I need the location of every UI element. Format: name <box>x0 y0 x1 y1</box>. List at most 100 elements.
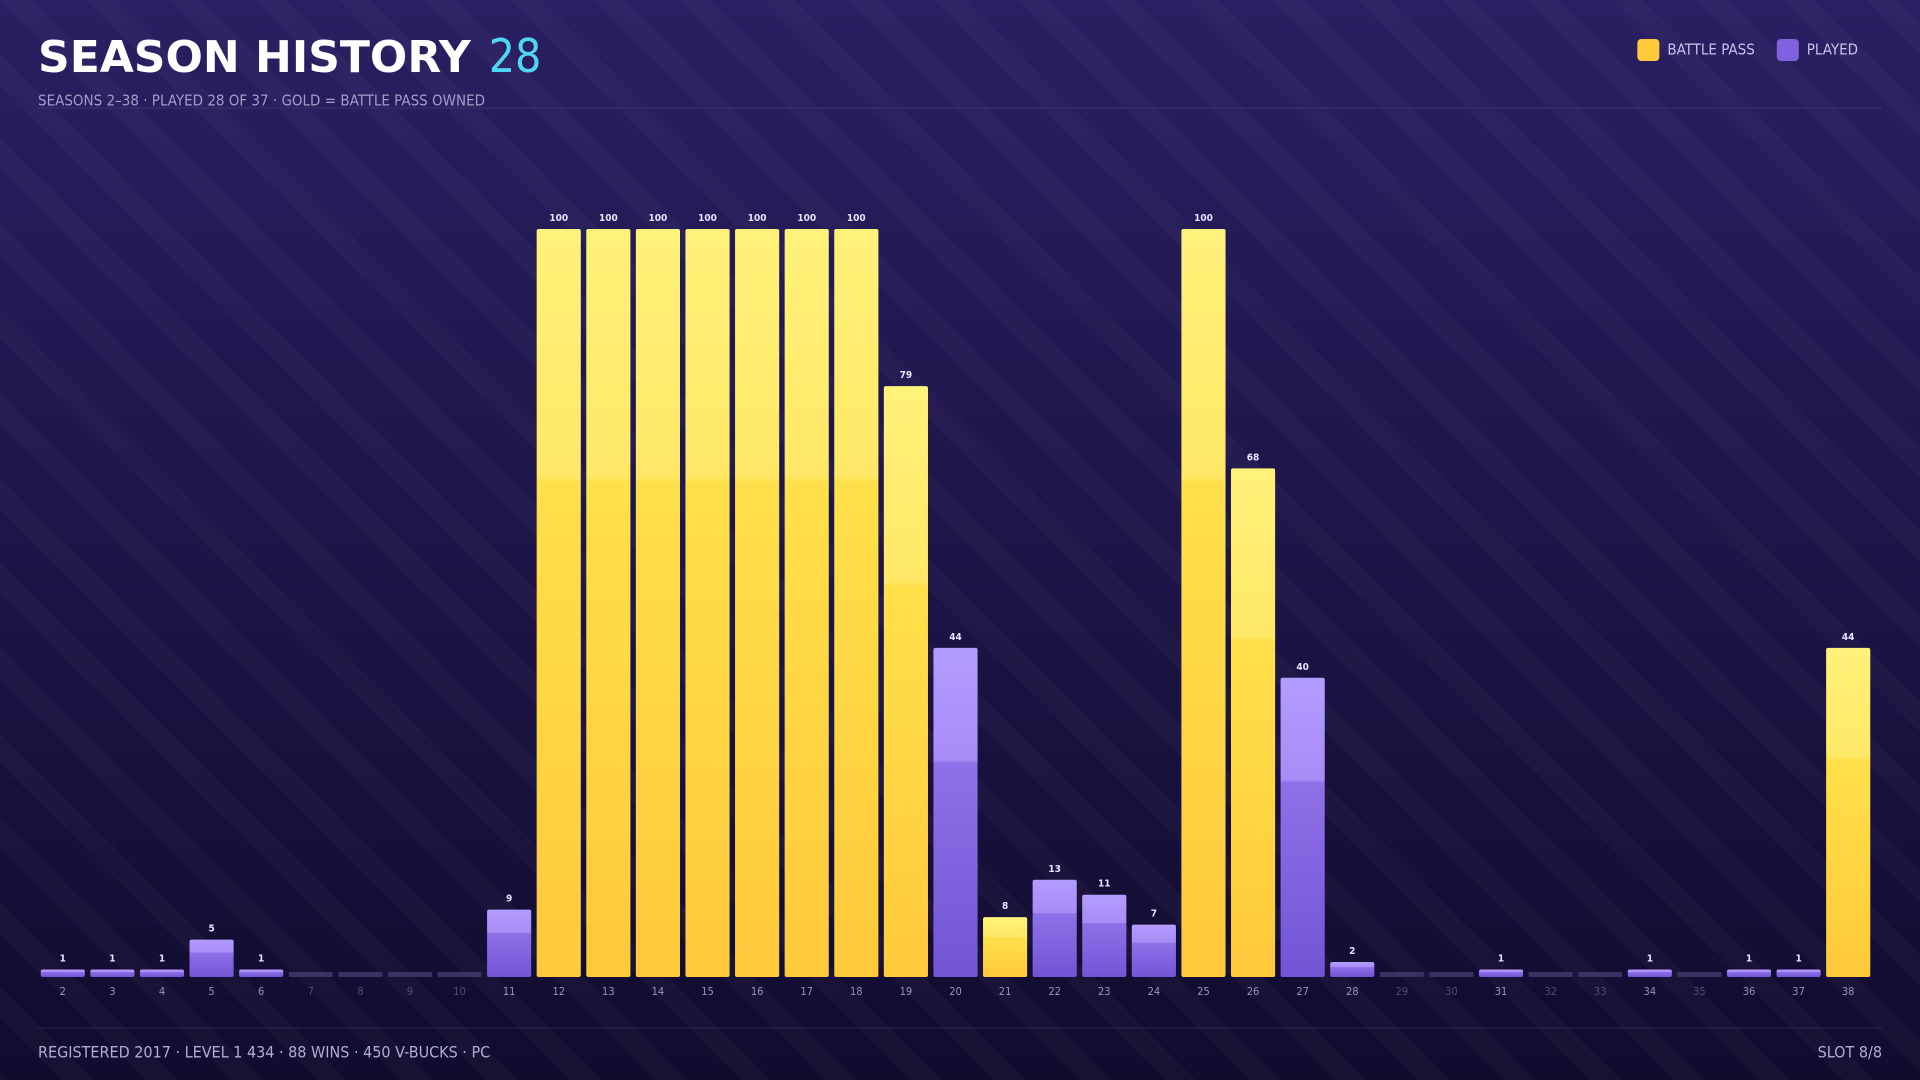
bar <box>784 229 829 977</box>
x-tick-label: 37 <box>1792 985 1805 998</box>
empty-season-stub <box>437 972 482 977</box>
value-label: 100 <box>847 213 866 224</box>
empty-season-stub <box>338 972 383 977</box>
x-tick-label: 34 <box>1644 985 1657 998</box>
x-tick-label: 31 <box>1495 985 1508 998</box>
value-label: 1 <box>60 954 66 965</box>
subtitle: SEASONS 2–38 · PLAYED 28 OF 37 · GOLD = … <box>38 92 485 110</box>
value-label: 44 <box>949 632 962 643</box>
x-tick-label: 14 <box>652 985 665 998</box>
value-label: 1 <box>1746 954 1752 965</box>
value-label: 13 <box>1048 864 1061 875</box>
empty-season-stub <box>288 972 333 977</box>
bar <box>1230 468 1276 977</box>
legend-label: BATTLE PASS <box>1667 41 1754 59</box>
value-label: 11 <box>1098 879 1111 890</box>
bar <box>1280 677 1325 977</box>
x-tick-label: 24 <box>1148 985 1161 998</box>
x-tick-label: 30 <box>1445 985 1458 998</box>
bar <box>983 917 1028 977</box>
x-tick-label: 13 <box>602 985 615 998</box>
x-tick-label: 9 <box>407 985 413 998</box>
value-label: 79 <box>900 370 913 381</box>
x-tick-label: 4 <box>159 985 165 998</box>
slot-indicator: SLOT 8/8 <box>1818 1043 1882 1062</box>
bar <box>139 969 185 977</box>
bar <box>635 229 681 977</box>
x-tick-label: 20 <box>949 985 962 998</box>
x-tick-label: 12 <box>552 985 565 998</box>
x-tick-label: 3 <box>109 985 115 998</box>
empty-season-stub <box>1578 972 1623 977</box>
x-tick-label: 29 <box>1396 985 1409 998</box>
x-tick-label: 7 <box>308 985 314 998</box>
bar <box>1826 647 1871 977</box>
bar <box>1181 229 1226 977</box>
bar <box>933 647 978 977</box>
bar <box>834 229 879 977</box>
value-label: 68 <box>1247 452 1260 463</box>
x-tick-label: 26 <box>1247 985 1260 998</box>
value-label: 9 <box>506 894 512 905</box>
value-label: 7 <box>1151 909 1157 920</box>
value-label: 100 <box>549 213 568 224</box>
bar <box>685 229 730 977</box>
x-tick-label: 10 <box>453 985 466 998</box>
x-tick-label: 25 <box>1197 985 1210 998</box>
x-tick-label: 32 <box>1544 985 1557 998</box>
x-tick-label: 6 <box>258 985 264 998</box>
x-tick-label: 21 <box>999 985 1012 998</box>
x-tick-label: 16 <box>751 985 764 998</box>
bar <box>883 386 928 978</box>
legend-swatch <box>1637 39 1660 61</box>
bar <box>735 229 780 977</box>
value-label: 8 <box>1002 901 1008 912</box>
value-label: 100 <box>649 213 668 224</box>
x-tick-label: 33 <box>1594 985 1607 998</box>
value-label: 40 <box>1296 662 1309 673</box>
bar <box>536 229 581 977</box>
legend-label: PLAYED <box>1807 41 1858 59</box>
bar <box>1082 894 1127 977</box>
x-tick-label: 38 <box>1842 985 1855 998</box>
empty-season-stub <box>387 972 433 977</box>
value-label: 100 <box>1194 213 1213 224</box>
bar <box>1478 969 1524 977</box>
bar <box>1726 969 1772 977</box>
footer-stats: REGISTERED 2017 · LEVEL 1 434 · 88 WINS … <box>38 1043 490 1062</box>
value-label: 100 <box>698 213 717 224</box>
value-label: 44 <box>1842 632 1855 643</box>
value-label: 5 <box>208 924 214 935</box>
title: SEASON HISTORY <box>38 32 472 83</box>
value-label: 1 <box>1647 954 1653 965</box>
x-tick-label: 2 <box>60 985 66 998</box>
value-label: 2 <box>1349 946 1355 957</box>
empty-season-stub <box>1677 972 1722 977</box>
x-tick-label: 27 <box>1296 985 1309 998</box>
x-tick-label: 15 <box>701 985 714 998</box>
empty-season-stub <box>1528 972 1573 977</box>
bar <box>90 969 135 977</box>
x-tick-label: 28 <box>1346 985 1359 998</box>
value-label: 1 <box>1795 954 1801 965</box>
empty-season-stub <box>1429 972 1474 977</box>
bar <box>487 909 532 977</box>
x-tick-label: 36 <box>1743 985 1756 998</box>
value-label: 100 <box>748 213 767 224</box>
bar <box>189 939 234 977</box>
bar <box>1627 969 1672 977</box>
x-tick-label: 17 <box>800 985 813 998</box>
bar <box>1032 879 1077 977</box>
x-tick-label: 5 <box>208 985 214 998</box>
empty-season-stub <box>1379 972 1424 977</box>
bar <box>1131 924 1176 977</box>
x-tick-label: 8 <box>357 985 363 998</box>
value-label: 100 <box>599 213 618 224</box>
bar <box>239 969 284 977</box>
value-label: 1 <box>1498 954 1504 965</box>
played-count: 28 <box>489 29 542 83</box>
value-label: 100 <box>797 213 816 224</box>
value-label: 1 <box>258 954 264 965</box>
x-tick-label: 22 <box>1048 985 1061 998</box>
